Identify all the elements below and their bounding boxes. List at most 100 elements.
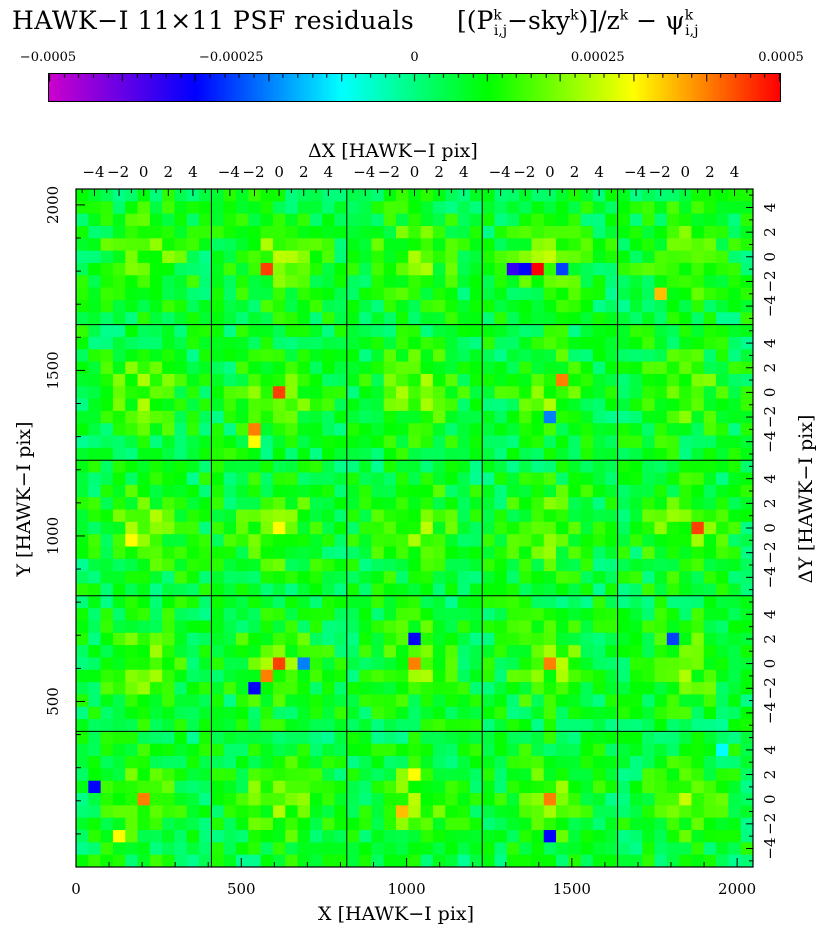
- heatmap-cell: [125, 534, 138, 547]
- heatmap-cell: [236, 361, 249, 375]
- heatmap-cell: [642, 534, 655, 547]
- heatmap-cell: [260, 509, 274, 523]
- heatmap-cell: [605, 275, 618, 289]
- heatmap-cell: [125, 373, 138, 387]
- heatmap-cell: [519, 287, 532, 301]
- heatmap-cell: [199, 595, 212, 609]
- heatmap-cell: [728, 768, 742, 782]
- heatmap-cell: [223, 336, 237, 350]
- heatmap-cell: [531, 189, 545, 202]
- heatmap-cell: [728, 558, 742, 572]
- heatmap-cell: [100, 558, 114, 572]
- heatmap-cell: [112, 484, 126, 498]
- heatmap-cell: [666, 768, 680, 782]
- heatmap-cell: [383, 423, 397, 436]
- heatmap-cell: [137, 706, 151, 720]
- heatmap-cell: [716, 706, 729, 720]
- heatmap-cell: [556, 497, 569, 510]
- heatmap-cell: [112, 460, 126, 473]
- heatmap-cell: [76, 435, 89, 449]
- heatmap-cell: [285, 682, 298, 695]
- heatmap-cell: [506, 682, 520, 695]
- heatmap-cell: [162, 225, 175, 239]
- heatmap-cell: [494, 447, 508, 461]
- heatmap-cell: [654, 410, 668, 424]
- heatmap-cell: [679, 275, 692, 289]
- heatmap-cell: [420, 398, 434, 412]
- heatmap-cell: [174, 817, 188, 831]
- heatmap-cell: [432, 324, 446, 338]
- heatmap-cell: [605, 201, 618, 215]
- heatmap-cell: [716, 608, 729, 621]
- heatmap-cell: [592, 472, 606, 486]
- heatmap-cell: [469, 250, 483, 264]
- heatmap-cell: [629, 830, 643, 843]
- heatmap-cell: [703, 299, 717, 313]
- heatmap-cell: [76, 484, 89, 498]
- heatmap-cell: [174, 509, 188, 523]
- heatmap-cell: [420, 731, 434, 745]
- heatmap-cell: [285, 571, 298, 584]
- heatmap-cell: [740, 447, 754, 461]
- heatmap-cell: [260, 719, 274, 732]
- heatmap-cell: [629, 608, 643, 621]
- heatmap-cell: [236, 336, 249, 350]
- heatmap-cell: [236, 595, 249, 609]
- heatmap-cell: [457, 620, 471, 634]
- heatmap-cell: [162, 694, 175, 708]
- heatmap-cell: [211, 201, 225, 215]
- heatmap-cell: [703, 830, 717, 843]
- heatmap-cell: [112, 719, 126, 732]
- heatmap-cell: [469, 472, 483, 486]
- heatmap-cell: [248, 336, 262, 350]
- heatmap-cell: [556, 546, 569, 560]
- heatmap-cell: [359, 472, 372, 486]
- dx-tick-label: −2: [378, 163, 400, 181]
- heatmap-cell: [88, 324, 102, 338]
- heatmap-cell: [322, 731, 335, 745]
- heatmap-cell: [125, 854, 138, 868]
- heatmap-cell: [297, 632, 311, 646]
- heatmap-cell: [605, 484, 618, 498]
- heatmap-cell: [88, 398, 102, 412]
- heatmap-cell: [371, 521, 385, 535]
- heatmap-cell: [568, 595, 582, 609]
- heatmap-cell: [691, 595, 705, 609]
- heatmap-cell: [260, 657, 274, 671]
- heatmap-cell: [482, 497, 495, 510]
- heatmap-cell: [137, 682, 151, 695]
- heatmap-cell: [383, 447, 397, 461]
- heatmap-cell: [260, 189, 274, 202]
- heatmap-cell: [432, 805, 446, 819]
- heatmap-cell: [211, 842, 225, 856]
- dx-tick-label: 2: [434, 163, 444, 181]
- heatmap-cell: [223, 595, 237, 609]
- heatmap-cell: [629, 497, 643, 510]
- heatmap-cell: [322, 854, 335, 868]
- heatmap-cell: [137, 657, 151, 671]
- heatmap-cell: [445, 805, 458, 819]
- heatmap-cell: [199, 386, 212, 399]
- heatmap-cell: [285, 189, 298, 202]
- heatmap-cell: [76, 201, 89, 215]
- heatmap-cell: [162, 201, 175, 215]
- heatmap-cell: [703, 213, 717, 227]
- heatmap-cell: [580, 743, 594, 757]
- heatmap-cell: [457, 373, 471, 387]
- heatmap-cell: [396, 250, 409, 264]
- heatmap-cell: [556, 805, 569, 819]
- heatmap-cell: [260, 830, 274, 843]
- heatmap-cell: [642, 447, 655, 461]
- heatmap-cell: [396, 571, 409, 584]
- heatmap-cell: [137, 743, 151, 757]
- heatmap-cell: [322, 842, 335, 856]
- heatmap-cell: [211, 583, 225, 597]
- heatmap-cell: [580, 509, 594, 523]
- dx-tick-label: −2: [107, 163, 129, 181]
- heatmap-cell: [211, 361, 225, 375]
- dx-tick-label: 4: [730, 163, 740, 181]
- heatmap-cell: [679, 632, 692, 646]
- heatmap-cell: [248, 423, 262, 436]
- heatmap-cell: [445, 225, 458, 239]
- heatmap-cell: [629, 842, 643, 856]
